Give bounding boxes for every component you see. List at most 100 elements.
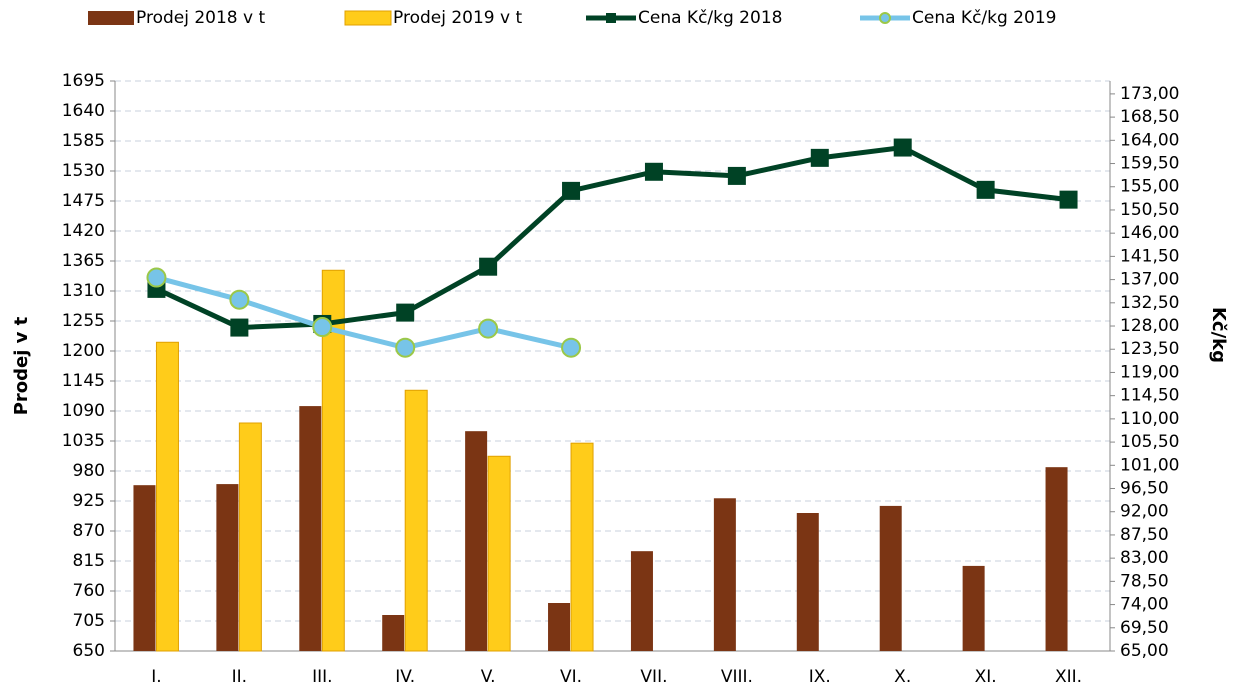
x-tick-label: X. <box>894 667 911 687</box>
y2-tick-label: 141,50 <box>1120 246 1179 266</box>
y2-tick-label: 164,00 <box>1120 130 1179 150</box>
y2-tick-label: 155,00 <box>1120 177 1179 197</box>
bar <box>155 341 179 652</box>
y-tick-label: 980 <box>73 461 105 481</box>
y-tick-label: 870 <box>73 521 105 541</box>
line <box>155 275 572 351</box>
y-tick-label: 1640 <box>62 101 105 121</box>
marker <box>312 317 333 338</box>
y-tick-label: 1365 <box>62 251 105 271</box>
marker <box>229 289 250 310</box>
y-tick-label: 1200 <box>62 341 105 361</box>
y2-tick-label: 96,50 <box>1120 479 1169 499</box>
bar <box>465 431 488 651</box>
y-tick-label: 1585 <box>62 131 105 151</box>
legend-label: Cena Kč/kg 2018 <box>638 8 782 28</box>
y2-tick-label: 128,00 <box>1120 316 1179 336</box>
x-tick-label: II. <box>232 667 247 687</box>
x-tick-label: V. <box>481 667 496 687</box>
x-tick-label: VII. <box>640 667 667 687</box>
x-tick-label: III. <box>312 667 332 687</box>
x-tick-label: VIII. <box>721 667 753 687</box>
marker <box>644 162 663 181</box>
y-tick-label: 1475 <box>62 191 105 211</box>
marker <box>479 257 498 276</box>
y-tick-label: 925 <box>73 491 105 511</box>
bar <box>1045 467 1068 651</box>
bar <box>321 269 345 652</box>
bar <box>548 603 571 651</box>
legend-swatch <box>344 10 392 26</box>
y-tick-label: 1310 <box>62 281 105 301</box>
y-tick-label: 1530 <box>62 161 105 181</box>
bar <box>962 565 985 651</box>
y2-tick-label: 114,50 <box>1120 386 1179 406</box>
y-tick-label: 1695 <box>62 71 105 91</box>
y-tick-label: 1255 <box>62 311 105 331</box>
y-tick-label: 815 <box>73 551 105 571</box>
y-tick-label: 760 <box>73 581 105 601</box>
y2-tick-label: 87,50 <box>1120 525 1169 545</box>
bar <box>879 505 902 651</box>
x-tick-label: I. <box>151 667 161 687</box>
y2-tick-label: 123,50 <box>1120 339 1179 359</box>
bar <box>713 498 736 651</box>
y2-tick-label: 159,50 <box>1120 154 1179 174</box>
marker <box>478 318 499 339</box>
y2-tick-label: 69,50 <box>1120 618 1169 638</box>
bar <box>299 406 322 651</box>
bar <box>216 484 239 651</box>
y2-tick-label: 137,00 <box>1120 270 1179 290</box>
marker <box>1059 190 1078 209</box>
marker <box>395 337 416 358</box>
marker <box>396 303 415 322</box>
marker <box>893 138 912 157</box>
x-tick-label: XII. <box>1055 667 1082 687</box>
y2-axis-title: Kč/kg <box>1208 307 1229 363</box>
y2-tick-label: 101,00 <box>1120 455 1179 475</box>
bar <box>570 442 594 652</box>
bar <box>487 455 511 652</box>
marker <box>727 166 746 185</box>
y-tick-label: 1035 <box>62 431 105 451</box>
marker <box>976 180 995 199</box>
y2-tick-label: 110,00 <box>1120 409 1179 429</box>
bar <box>630 551 653 651</box>
x-tick-label: VI. <box>560 667 582 687</box>
legend-label: Prodej 2019 v t <box>393 8 522 28</box>
line <box>155 145 1069 331</box>
legend-swatch <box>88 11 134 25</box>
bar <box>133 485 156 651</box>
y2-tick-label: 78,50 <box>1120 571 1169 591</box>
legend-label: Prodej 2018 v t <box>136 8 265 28</box>
y2-tick-label: 132,50 <box>1120 293 1179 313</box>
y-tick-label: 705 <box>73 611 105 631</box>
marker <box>562 181 581 200</box>
y2-tick-label: 83,00 <box>1120 548 1169 568</box>
y-tick-label: 1090 <box>62 401 105 421</box>
marker <box>561 337 582 358</box>
y-tick-label: 1420 <box>62 221 105 241</box>
y2-tick-label: 119,00 <box>1120 362 1179 382</box>
x-tick-label: IV. <box>395 667 415 687</box>
y2-tick-label: 168,50 <box>1120 107 1179 127</box>
x-tick-label: IX. <box>809 667 831 687</box>
marker <box>146 267 167 288</box>
y2-tick-label: 105,50 <box>1120 432 1179 452</box>
legend-marker <box>879 12 891 24</box>
legend-marker <box>606 13 616 23</box>
y2-tick-label: 146,00 <box>1120 223 1179 243</box>
y-tick-label: 650 <box>73 641 105 661</box>
bar <box>796 513 819 651</box>
y2-tick-label: 173,00 <box>1120 84 1179 104</box>
bar <box>382 615 405 651</box>
legend-label: Cena Kč/kg 2019 <box>912 8 1056 28</box>
y2-tick-label: 92,00 <box>1120 502 1169 522</box>
bar <box>404 389 428 652</box>
marker <box>810 148 829 167</box>
y-axis-title: Prodej v t <box>11 316 32 415</box>
y2-tick-label: 74,00 <box>1120 595 1169 615</box>
bar <box>238 422 262 652</box>
y-tick-label: 1145 <box>62 371 105 391</box>
